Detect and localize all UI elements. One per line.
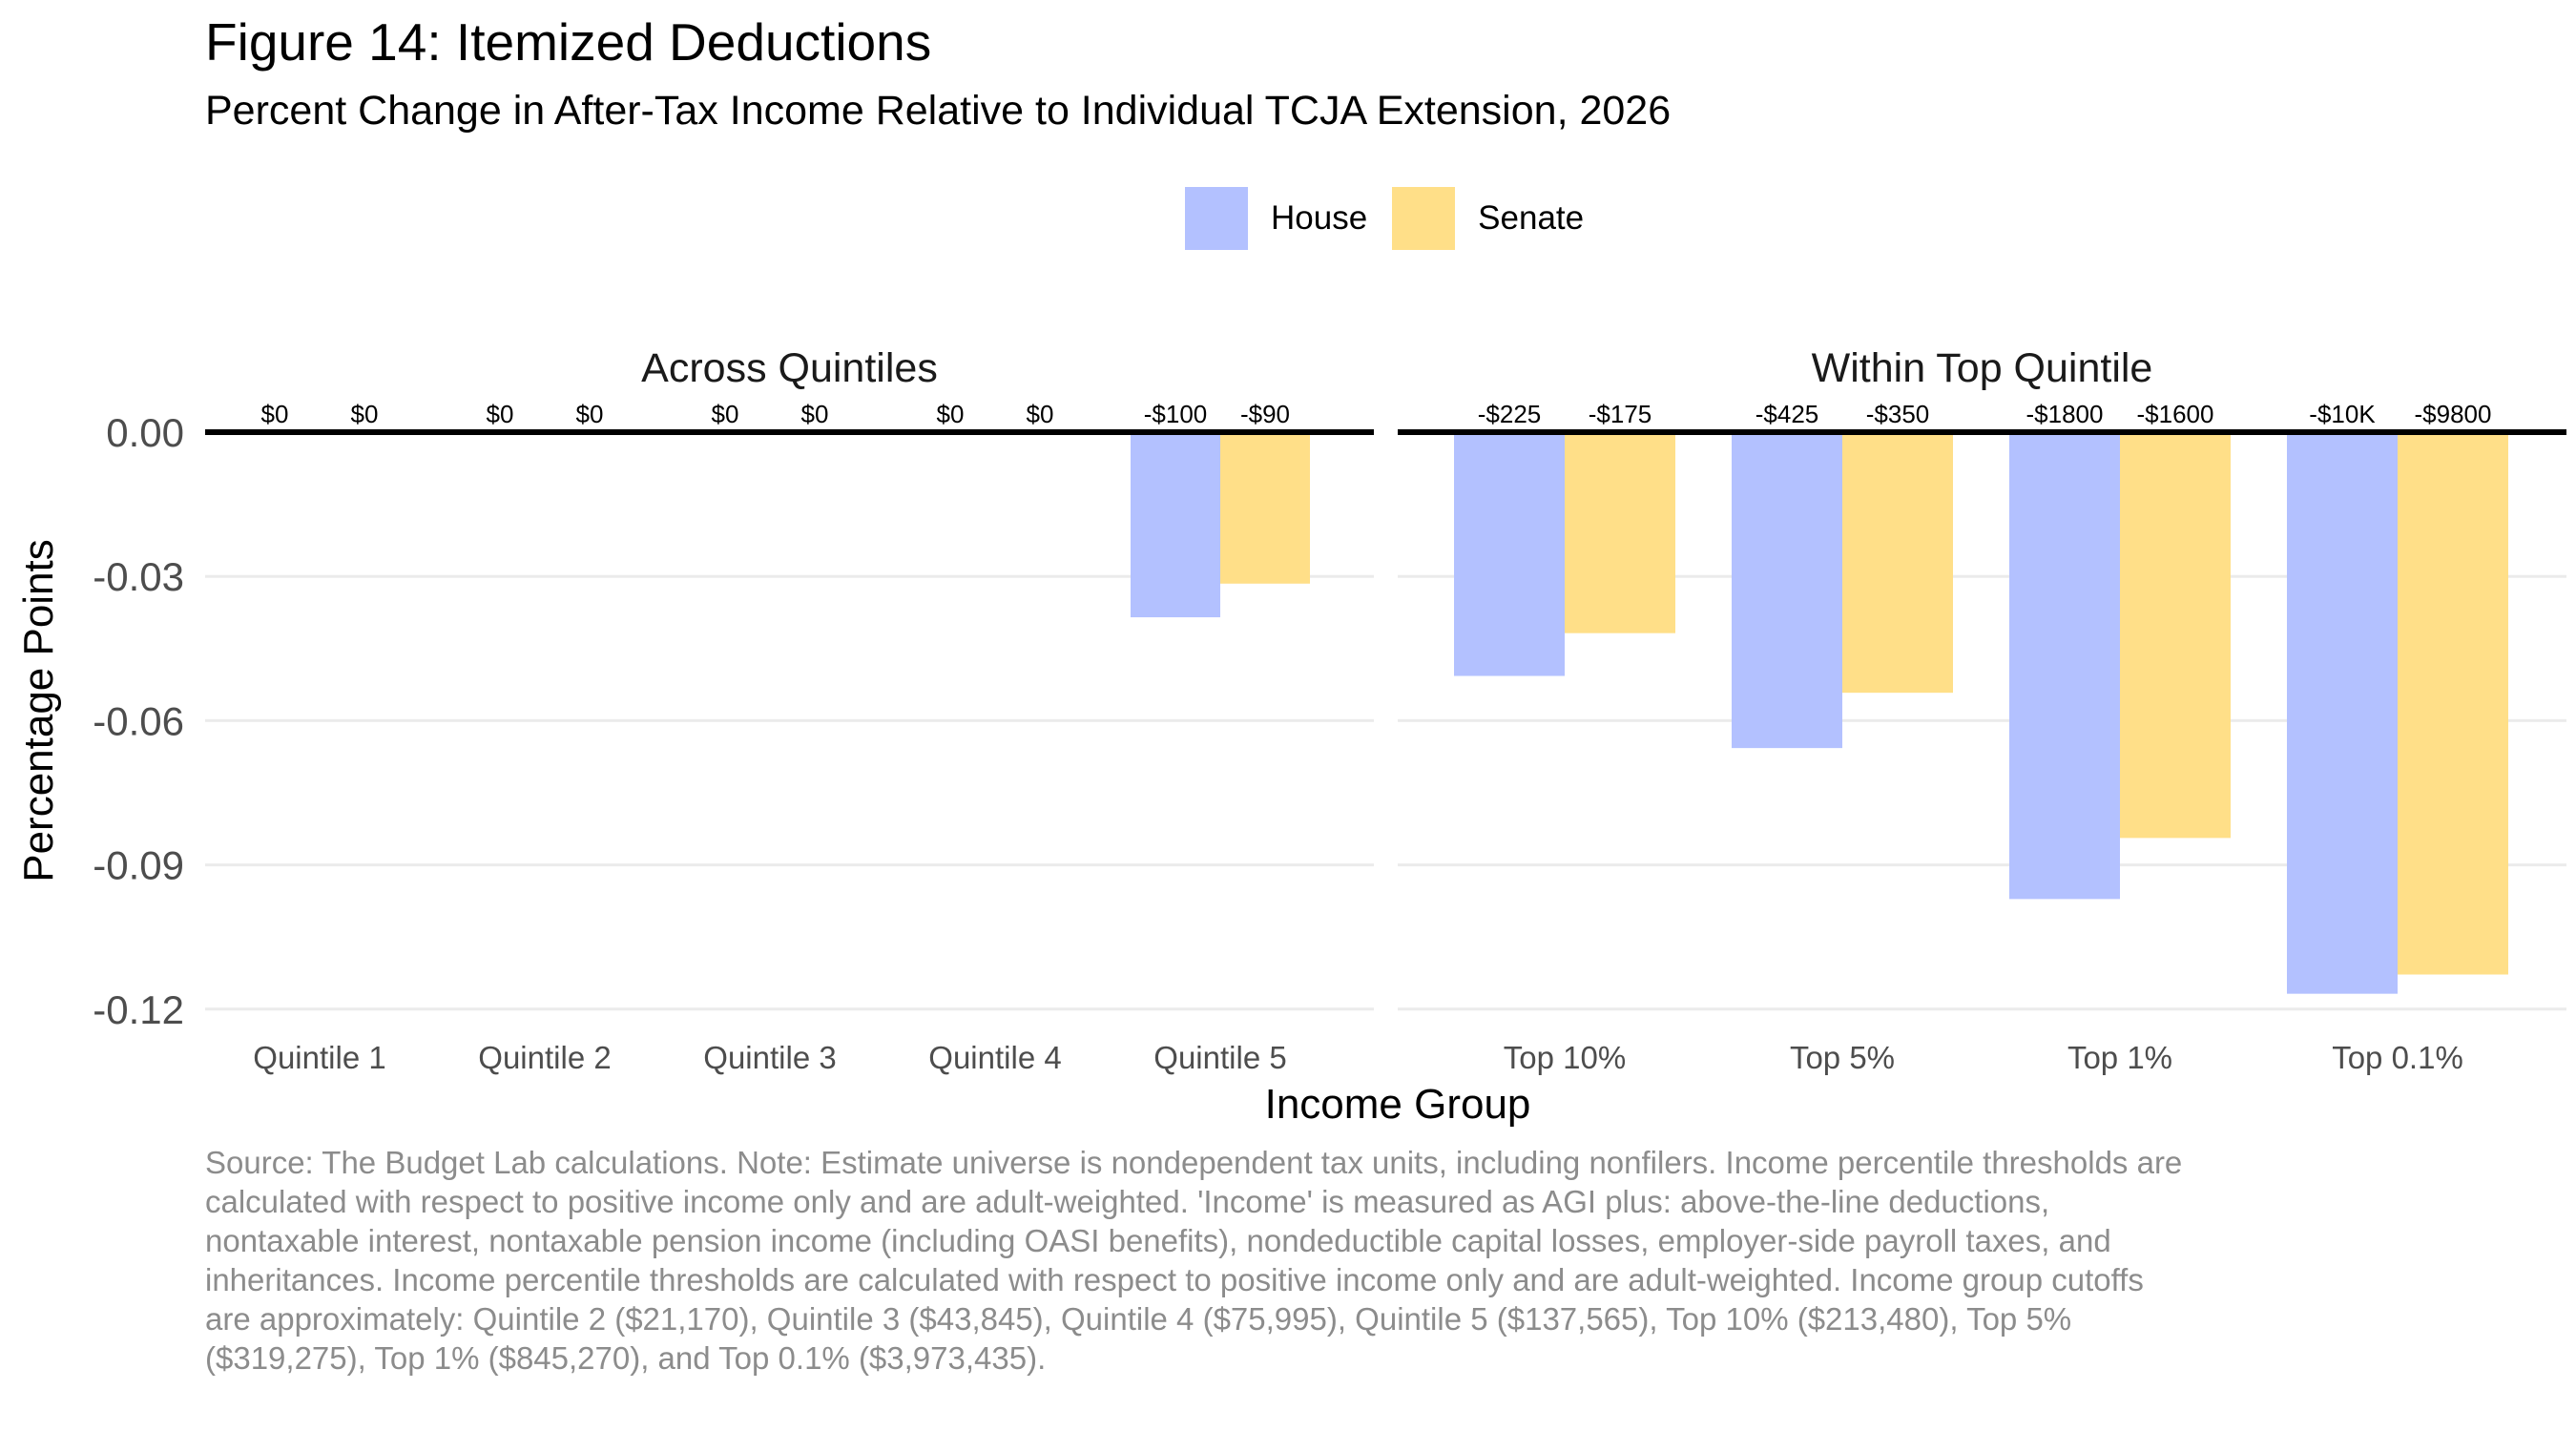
data-label: $0 (1027, 400, 1054, 428)
legend-label-house: House (1271, 199, 1368, 237)
data-label: $0 (801, 400, 829, 428)
x-tick-label: Quintile 3 (703, 1040, 836, 1075)
bar-house (2009, 432, 2120, 900)
data-label: -$10K (2309, 400, 2376, 428)
x-tick-label: Top 10% (1504, 1040, 1626, 1075)
bar-house (1732, 432, 1842, 749)
chart-title: Figure 14: Itemized Deductions (205, 12, 932, 72)
legend-item-senate: Senate (1392, 187, 1584, 250)
data-label: $0 (487, 400, 514, 428)
y-tick-label: -0.03 (93, 554, 184, 599)
data-label: -$350 (1866, 400, 1930, 428)
bar-senate (2120, 432, 2231, 839)
legend-swatch-senate (1392, 187, 1456, 250)
bars-layer (1131, 432, 2508, 994)
legend-item-house: House (1185, 187, 1367, 250)
y-tick-label: -0.06 (93, 698, 184, 743)
x-tick-label: Top 5% (1790, 1040, 1895, 1075)
y-tick-label: -0.09 (93, 843, 184, 888)
bar-house (2287, 432, 2398, 994)
legend-swatch-house (1185, 187, 1248, 250)
x-tick-label: Top 0.1% (2332, 1040, 2463, 1075)
bar-senate (1842, 432, 1953, 694)
y-tick-label: -0.12 (93, 987, 184, 1032)
x-tick-label: Quintile 4 (928, 1040, 1061, 1075)
data-label: $0 (937, 400, 965, 428)
data-label: -$9800 (2415, 400, 2492, 428)
y-tick-label: 0.00 (106, 410, 184, 455)
data-label: $0 (351, 400, 379, 428)
bar-senate (1565, 432, 1675, 633)
legend: House Senate (1185, 185, 1609, 252)
data-label: -$425 (1755, 400, 1819, 428)
bar-senate (2398, 432, 2508, 975)
chart-caption: Source: The Budget Lab calculations. Not… (205, 1145, 2183, 1376)
bar-senate (1220, 432, 1310, 584)
data-label: -$100 (1144, 400, 1208, 428)
data-label: $0 (712, 400, 739, 428)
panel-title: Within Top Quintile (1812, 345, 2153, 391)
x-tick-label: Top 1% (2067, 1040, 2172, 1075)
y-axis-label: Percentage Points (15, 539, 62, 882)
bar-chart-plot: 0.00 -0.03 -0.06 -0.09 -0.12 Across Quintiles… (15, 345, 2566, 1128)
x-tick-label: Quintile 1 (253, 1040, 385, 1075)
x-tick-label: Quintile 5 (1153, 1040, 1286, 1075)
bar-house (1454, 432, 1565, 676)
legend-label-senate: Senate (1478, 199, 1585, 237)
data-label: -$175 (1589, 400, 1652, 428)
data-label: $0 (576, 400, 604, 428)
data-label: -$90 (1240, 400, 1290, 428)
chart-subtitle: Percent Change in After-Tax Income Relat… (205, 88, 1672, 134)
bar-house (1131, 432, 1220, 618)
panel-title: Across Quintiles (641, 345, 938, 391)
data-label: -$225 (1478, 400, 1542, 428)
labels-layer: 0.00 -0.03 -0.06 -0.09 -0.12 Across Quintiles… (93, 345, 2491, 1075)
x-tick-label: Quintile 2 (478, 1040, 611, 1075)
data-label: -$1800 (2026, 400, 2104, 428)
data-label: $0 (261, 400, 289, 428)
data-label: -$1600 (2137, 400, 2214, 428)
x-axis-label: Income Group (1265, 1081, 1531, 1128)
